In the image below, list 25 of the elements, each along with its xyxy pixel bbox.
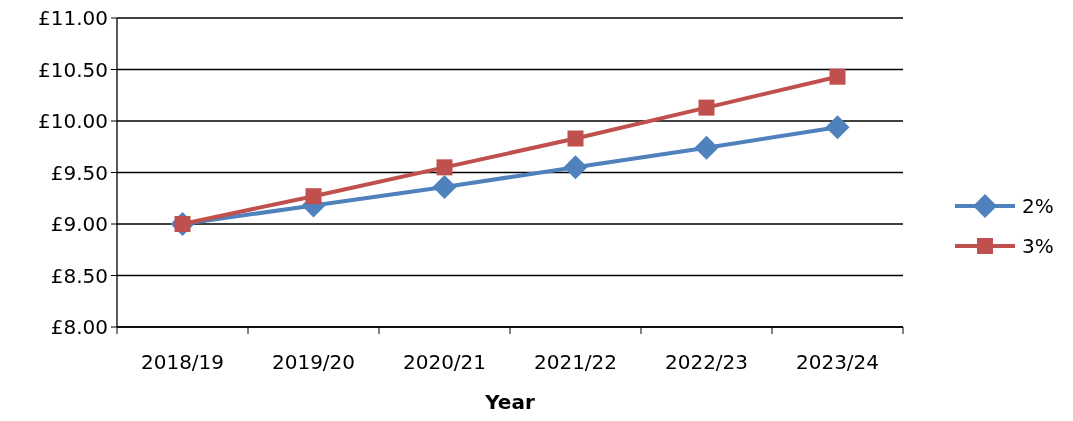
x-tick-label: 2019/20 xyxy=(271,350,356,374)
x-tick-label: 2020/21 xyxy=(402,350,487,374)
point xyxy=(825,115,850,140)
x-tick-label: 2023/24 xyxy=(795,350,880,374)
y-tick-label: £8.50 xyxy=(50,263,108,288)
point xyxy=(432,174,457,199)
x-tick-label: 2021/22 xyxy=(533,350,618,374)
y-tick-label: £9.50 xyxy=(50,160,108,185)
y-tick-label: £9.00 xyxy=(50,212,108,236)
point xyxy=(829,68,846,85)
legend-label: 2% xyxy=(1022,194,1054,218)
legend-label: 3% xyxy=(1022,234,1054,258)
y-tick-label: £10.50 xyxy=(38,57,108,82)
x-axis-title: Year xyxy=(484,390,535,414)
y-tick-label: £8.00 xyxy=(50,315,108,339)
point xyxy=(436,159,453,176)
y-tick-label: £10.00 xyxy=(38,109,108,133)
x-tick-label: 2022/23 xyxy=(664,350,749,374)
x-tick-label: 2018/19 xyxy=(140,350,225,374)
point xyxy=(563,155,588,180)
y-tick-label: £11.00 xyxy=(38,6,108,30)
point xyxy=(698,99,715,116)
point xyxy=(305,188,322,205)
point xyxy=(567,130,584,147)
point xyxy=(694,135,719,160)
